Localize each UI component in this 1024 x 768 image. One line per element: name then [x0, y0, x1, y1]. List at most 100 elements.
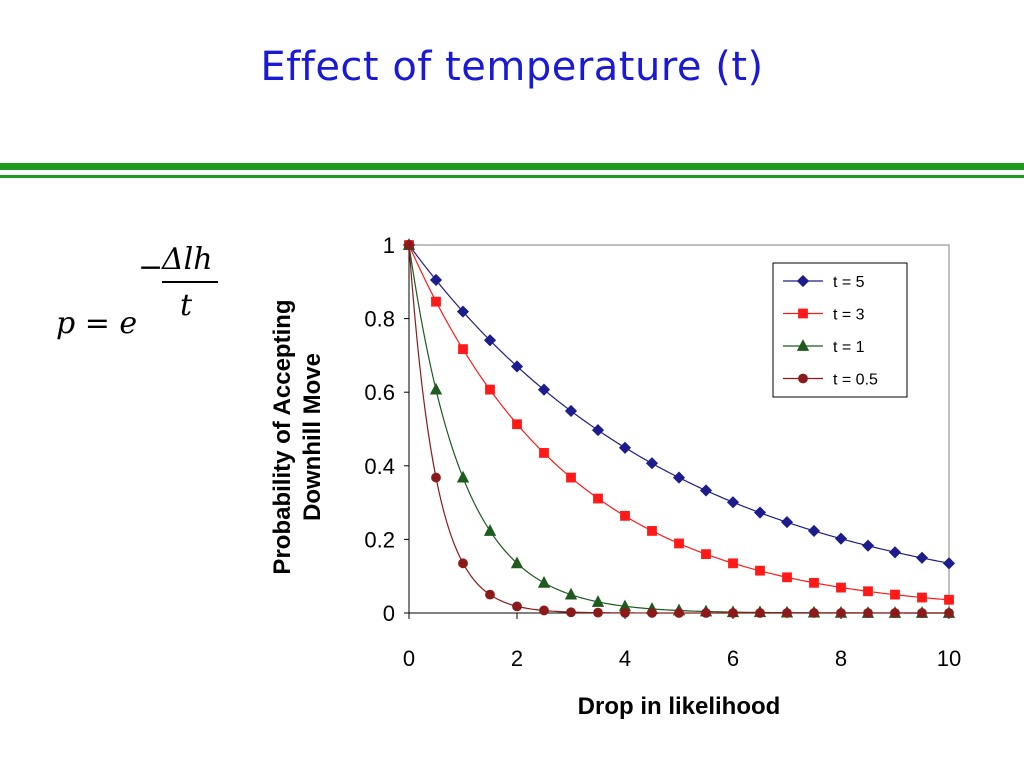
data-point	[807, 524, 821, 538]
legend-marker	[798, 308, 808, 319]
data-point	[620, 510, 630, 521]
x-axis-title: Drop in likelihood	[578, 693, 781, 720]
legend-marker	[798, 373, 808, 384]
data-point	[834, 532, 848, 545]
data-point	[674, 538, 684, 549]
legend-item: t = 1	[783, 339, 865, 356]
data-point	[456, 305, 470, 318]
data-point	[537, 383, 551, 396]
data-point	[836, 582, 846, 593]
data-point	[456, 470, 470, 483]
data-point	[701, 549, 711, 560]
data-point	[890, 608, 900, 618]
data-point	[863, 586, 873, 597]
data-point	[915, 551, 929, 564]
data-point	[564, 404, 578, 418]
data-point	[917, 592, 927, 603]
y-axis-title-line: Probability of Accepting	[269, 299, 296, 574]
series-t-0-5	[404, 240, 954, 618]
data-point	[672, 471, 686, 484]
data-point	[458, 558, 468, 569]
data-point	[483, 334, 497, 347]
data-point	[431, 472, 441, 483]
data-point	[836, 608, 846, 618]
data-point	[701, 608, 711, 618]
data-point	[539, 605, 549, 616]
data-point	[458, 344, 468, 355]
data-point	[728, 558, 738, 569]
data-point	[404, 240, 414, 250]
data-point	[566, 607, 576, 618]
legend-label: t = 5	[833, 274, 865, 291]
series-t-5	[402, 238, 956, 570]
x-tick-label: 0	[403, 646, 415, 671]
x-tick-label: 2	[511, 646, 523, 671]
data-point	[618, 441, 632, 454]
x-tick-label: 8	[835, 646, 847, 671]
y-axis-title-line: Downhill Move	[299, 353, 326, 521]
data-point	[890, 589, 900, 600]
data-point	[591, 424, 605, 437]
data-point	[780, 516, 794, 529]
formula-denominator: t	[180, 288, 193, 323]
formula-fraction-bar	[162, 281, 218, 283]
data-point	[620, 607, 630, 618]
data-point	[809, 608, 819, 618]
data-point	[593, 607, 603, 618]
legend-item: t = 3	[783, 307, 865, 324]
legend-marker	[796, 274, 810, 288]
formula: p = e − Δlh t	[56, 232, 256, 352]
data-point	[699, 484, 713, 497]
data-point	[863, 608, 873, 618]
x-tick-label: 4	[619, 646, 631, 671]
y-tick-label: 0	[383, 601, 395, 626]
legend-label: t = 0.5	[833, 372, 878, 389]
y-tick-label: 0.4	[364, 454, 395, 479]
data-point	[512, 601, 522, 612]
data-point	[429, 273, 443, 287]
y-tick-label: 0.8	[364, 307, 395, 332]
data-point	[591, 595, 605, 607]
data-point	[728, 608, 738, 618]
slide-title: Effect of temperature (t)	[260, 44, 764, 90]
data-point	[782, 572, 792, 583]
data-point	[647, 608, 657, 618]
legend-label: t = 3	[833, 307, 865, 324]
data-point	[564, 587, 578, 600]
formula-exponent-sign: −	[138, 250, 164, 285]
data-point	[510, 556, 524, 569]
data-point	[753, 506, 767, 519]
data-point	[645, 457, 659, 470]
data-point	[782, 608, 792, 618]
y-tick-label: 1	[383, 233, 395, 258]
data-point	[888, 546, 902, 559]
data-point	[512, 419, 522, 430]
formula-numerator: Δlh	[162, 242, 213, 277]
x-tick-label: 6	[727, 646, 739, 671]
axes: 00.20.40.60.810 2 4 6 8 10	[364, 233, 961, 671]
data-point	[917, 608, 927, 618]
data-point	[510, 360, 524, 373]
y-tick-label: 0.2	[364, 527, 395, 552]
title-rule-thin	[0, 175, 1024, 178]
data-point	[483, 524, 497, 536]
data-point	[593, 493, 603, 504]
legend-marker	[796, 339, 810, 351]
data-point	[809, 577, 819, 588]
data-point	[674, 608, 684, 618]
data-point	[944, 608, 954, 618]
data-point	[942, 557, 956, 570]
data-point	[647, 526, 657, 536]
formula-lhs: p = e	[56, 306, 138, 341]
legend-label: t = 1	[833, 339, 865, 356]
y-axis-title: Probability of Accepting Downhill Move	[269, 299, 326, 574]
data-point	[944, 594, 954, 605]
data-point	[485, 589, 495, 600]
data-point	[537, 575, 551, 588]
title-rule-thick	[0, 163, 1024, 170]
data-point	[485, 384, 495, 395]
data-point	[539, 448, 549, 458]
legend: t = 5 t = 3 t = 1 t = 0.5	[772, 262, 908, 398]
x-tick-label: 10	[937, 646, 961, 671]
legend-box	[772, 262, 908, 398]
